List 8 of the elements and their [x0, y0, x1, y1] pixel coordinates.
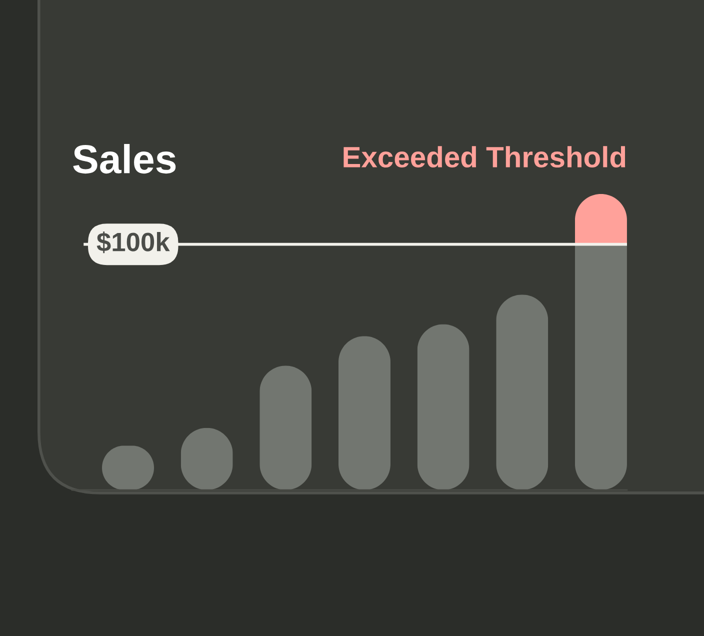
- bar: [260, 366, 312, 490]
- ref-line-label: $100k: [96, 232, 170, 254]
- bar: [496, 294, 548, 490]
- series-label: Exceeded Threshold: [344, 146, 626, 168]
- bar: [417, 324, 470, 490]
- chart-title: Sales: [73, 144, 176, 174]
- bar: [338, 336, 390, 490]
- bar: [574, 244, 627, 490]
